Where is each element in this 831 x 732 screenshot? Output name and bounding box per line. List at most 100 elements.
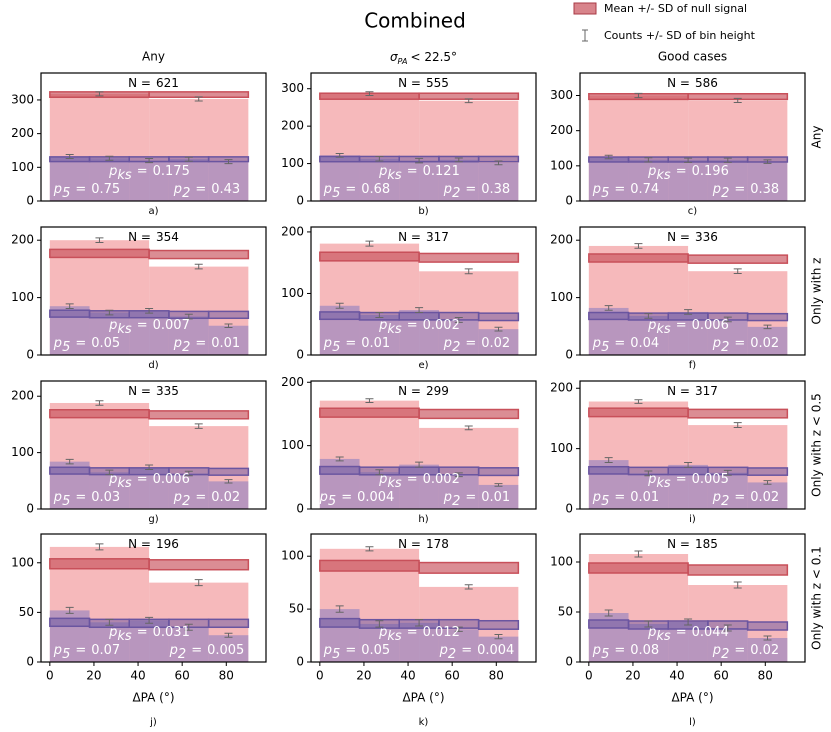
x-tick-label: 40: [400, 669, 415, 683]
error-bar: [375, 469, 384, 476]
error-bar: [194, 579, 203, 587]
stat-eq: =: [614, 336, 625, 351]
stat-value: 0.75: [91, 182, 120, 197]
error-bar: [684, 309, 693, 315]
stat-eq: =: [614, 182, 625, 197]
stat-value: 0.01: [361, 336, 390, 351]
stat-symbol: p: [323, 643, 332, 658]
stat-value: 0.01: [481, 490, 510, 505]
stat-symbol: p: [712, 490, 721, 505]
narrow-count-bar: [478, 329, 519, 355]
wide-null-band: [687, 408, 789, 419]
narrow-count-bar: [208, 161, 249, 201]
stat-label: p2 = 0.004: [439, 643, 515, 662]
n-value: 196: [156, 537, 179, 551]
stat-eq: =: [75, 336, 86, 351]
stat-subscript: ks: [387, 168, 402, 183]
error-bar: [763, 159, 772, 164]
error-bar: [684, 157, 693, 163]
y-tick-label: 100: [281, 549, 304, 563]
wide-null-band: [49, 409, 150, 419]
narrow-count-bar: [208, 635, 249, 662]
stat-eq: =: [614, 490, 625, 505]
stat-eq: =: [407, 472, 418, 487]
x-tick-label: 20: [86, 669, 101, 683]
n-value: 336: [695, 230, 718, 244]
stat-value: 0.004: [477, 643, 514, 658]
stat-subscript: ks: [656, 322, 671, 337]
stat-subscript: ks: [117, 322, 132, 337]
narrow-count-bar: [747, 482, 788, 509]
stat-value: 0.68: [361, 182, 390, 197]
stat-eq: =: [461, 643, 472, 658]
stat-subscript: ks: [387, 629, 402, 644]
n-prefix: N =: [128, 537, 151, 551]
stat-eq: =: [407, 318, 418, 333]
narrow-null-band: [477, 467, 520, 477]
stat-label: p5 = 0.08: [592, 643, 659, 662]
panel-frame: [579, 226, 806, 356]
y-tick-label: 0: [26, 194, 34, 208]
error-bar: [335, 302, 344, 309]
stat-eq: =: [195, 336, 206, 351]
narrow-null-band: [207, 467, 250, 476]
panel-letter: g): [148, 514, 158, 525]
narrow-null-band: [319, 465, 361, 475]
error-bar: [95, 400, 104, 406]
stat-symbol: p: [53, 490, 62, 505]
wide-null-band: [588, 253, 689, 263]
narrow-null-band: [588, 465, 630, 475]
narrow-null-band: [746, 621, 789, 631]
narrow-null-band: [49, 309, 91, 318]
stat-label: pks = 0.002: [378, 472, 460, 491]
narrow-count-bar: [707, 319, 748, 355]
stat-subscript: ks: [387, 476, 402, 491]
panel-letter: j): [149, 717, 157, 728]
x-tick-label: 0: [316, 669, 324, 683]
y-tick-label: 50: [19, 605, 34, 619]
error-bar: [634, 550, 643, 558]
stat-label: pks = 0.175: [108, 164, 190, 183]
stat-eq: =: [75, 182, 86, 197]
narrow-count-bar: [399, 160, 439, 201]
stat-symbol: p: [443, 490, 452, 505]
y-tick-label: 50: [289, 602, 304, 616]
stat-symbol: p: [712, 336, 721, 351]
stat-eq: =: [137, 164, 148, 179]
error-bar: [723, 624, 732, 632]
y-tick-label: 0: [565, 655, 573, 669]
stat-eq: =: [345, 336, 356, 351]
narrow-count-bar: [747, 326, 788, 355]
y-tick-label: 100: [550, 441, 573, 455]
stat-label: p5 = 0.68: [323, 182, 390, 201]
stat-value: 0.02: [750, 643, 779, 658]
stat-symbol: p: [173, 182, 182, 197]
stat-eq: =: [345, 182, 356, 197]
n-label: N = 317: [667, 384, 718, 398]
panel-letter: c): [688, 206, 697, 217]
wide-null-band: [148, 249, 250, 260]
stat-value: 0.006: [153, 472, 190, 487]
n-label: N = 185: [667, 537, 718, 551]
stat-symbol: p: [592, 643, 601, 658]
stat-eq: =: [345, 643, 356, 658]
n-label: N = 196: [128, 537, 179, 551]
stat-label: pks = 0.007: [108, 318, 190, 337]
stat-subscript: ks: [387, 322, 402, 337]
x-tick-label: 20: [625, 669, 640, 683]
stat-value: 0.012: [423, 625, 460, 640]
panel-frame: [310, 380, 537, 510]
stat-value: 0.002: [423, 318, 460, 333]
narrow-count-bar: [89, 312, 130, 355]
error-bar: [145, 308, 154, 314]
stat-subscript: 2: [721, 647, 729, 662]
n-prefix: N =: [398, 537, 421, 551]
stat-value: 0.43: [211, 182, 240, 197]
stat-symbol: p: [647, 318, 656, 333]
stat-symbol: p: [169, 643, 178, 658]
narrow-count-bar: [89, 472, 130, 509]
stat-label: p5 = 0.05: [323, 643, 390, 662]
x-tick-label: 80: [758, 669, 773, 683]
stat-symbol: p: [712, 643, 721, 658]
